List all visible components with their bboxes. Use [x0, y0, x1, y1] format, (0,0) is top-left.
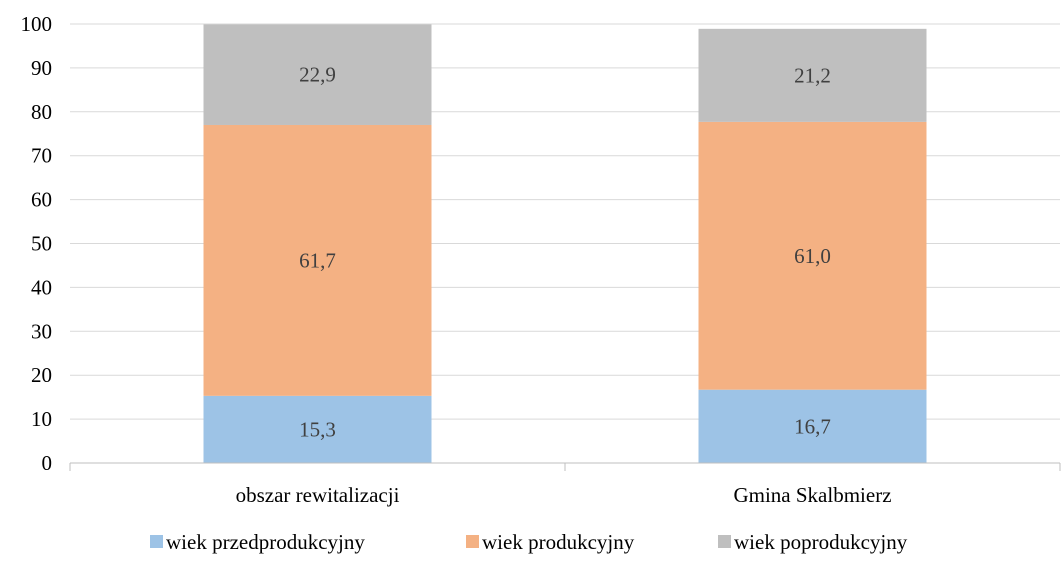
y-tick-label: 90 [31, 56, 52, 80]
y-tick-label: 70 [31, 144, 52, 168]
data-label: 21,2 [794, 63, 831, 87]
x-tick-label: Gmina Skalbmierz [733, 483, 891, 507]
y-tick-label: 40 [31, 275, 52, 299]
data-label: 16,7 [794, 414, 831, 438]
data-label: 22,9 [299, 63, 336, 87]
bar-segment [203, 395, 432, 463]
y-tick-label: 0 [42, 451, 53, 475]
y-tick-label: 100 [21, 12, 53, 36]
y-tick-label: 10 [31, 407, 52, 431]
data-label: 61,7 [299, 248, 336, 272]
bar-segment [698, 28, 927, 122]
y-tick-label: 80 [31, 100, 52, 124]
data-label: 15,3 [299, 417, 336, 441]
y-tick-label: 30 [31, 319, 52, 343]
legend-label: wiek poprodukcyjny [734, 530, 908, 554]
data-labels: 15,3 61,7 22,9 16,7 61,0 21,2 [299, 63, 831, 442]
y-tick-label: 50 [31, 232, 52, 256]
axes: 0 10 20 30 40 50 60 70 80 90 100 obszar rewitalizac… [21, 12, 1061, 507]
legend-label: wiek przedprodukcyjny [166, 530, 365, 554]
bar-segment [203, 124, 432, 396]
legend: wiek przedprodukcyjny wiek produkcyjny wie… [150, 530, 908, 554]
bars [203, 24, 927, 463]
legend-swatch [718, 535, 731, 548]
bar-segment [698, 389, 927, 463]
y-tick-label: 60 [31, 188, 52, 212]
y-tick-label: 20 [31, 363, 52, 387]
bar-segment [203, 24, 432, 125]
legend-swatch [150, 535, 163, 548]
bar-segment [698, 121, 927, 390]
x-tick-label: obszar rewitalizacji [236, 483, 400, 507]
legend-swatch [466, 535, 479, 548]
legend-label: wiek produkcyjny [482, 530, 635, 554]
data-label: 61,0 [794, 244, 831, 268]
